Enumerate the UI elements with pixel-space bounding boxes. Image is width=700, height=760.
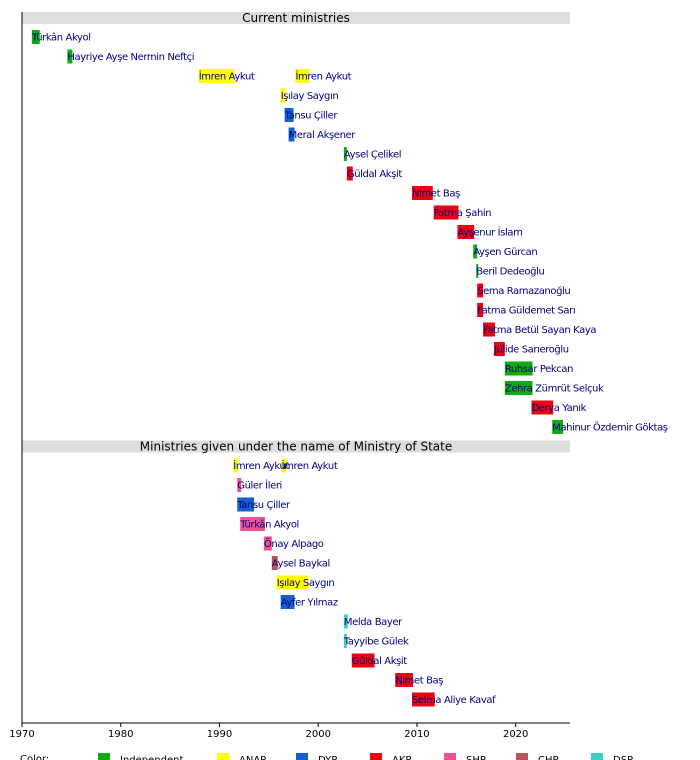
legend-label: ANAP: [239, 755, 266, 760]
bar-label: Tansu Çiller: [284, 111, 339, 122]
bar: [477, 283, 484, 298]
x-tick-label: 1970: [9, 729, 34, 740]
bar-label: Ayfer Yılmaz: [281, 598, 338, 609]
bar: [271, 556, 278, 570]
bar-label: Önay Alpago: [264, 537, 324, 550]
bar-label: Türkân Akyol: [31, 32, 91, 44]
bar: [276, 575, 309, 590]
bar: [412, 692, 435, 707]
bar: [552, 420, 564, 434]
bar-label: Tayyibe Gülek: [343, 637, 409, 648]
legend-swatch: [370, 753, 382, 760]
bar-label: Meral Akşener: [289, 130, 357, 141]
bar-label: Jülide Sarıeroğlu: [493, 344, 569, 356]
bar: [476, 264, 479, 278]
section-title: Current ministries: [242, 11, 350, 25]
legend-swatch: [591, 753, 603, 760]
bar: [531, 400, 554, 415]
section-title: Ministries given under the name of Minis…: [140, 440, 452, 454]
x-tick-label: 2000: [305, 729, 330, 740]
bar: [237, 478, 242, 492]
bar-label: Ayşenur İslam: [457, 226, 522, 239]
bar: [483, 322, 495, 337]
bar-label: Aysel Baykal: [272, 559, 330, 570]
bar: [504, 361, 533, 376]
bar-label: Derya Yanık: [531, 403, 586, 414]
legend-swatch: [98, 753, 110, 760]
bar: [457, 225, 475, 239]
bar-label: Fatma Şahin: [434, 208, 492, 219]
section-header: [22, 12, 570, 24]
legend-swatch: [296, 753, 308, 760]
bar-label: Işılay Saygın: [277, 578, 335, 589]
bar-label: Türkân Akyol: [239, 519, 299, 531]
bar: [240, 517, 265, 531]
bar: [343, 147, 347, 161]
bar-label: Melda Bayer: [344, 617, 403, 628]
bar: [31, 30, 40, 44]
legend-swatch: [444, 753, 456, 760]
bar: [395, 673, 414, 687]
bar-label: Fatma Güldemet Sarı: [477, 306, 575, 317]
legend-label: SHP: [466, 755, 486, 760]
bar-label: İmren Aykut: [199, 70, 255, 83]
bar: [473, 244, 478, 259]
legend-label: DYP: [318, 755, 337, 760]
bar-label: Zehra Zümrüt Selçuk: [505, 384, 604, 395]
bar-label: Güler İleri: [237, 479, 282, 492]
bar-label: Nimet Baş: [412, 189, 460, 200]
bar: [504, 381, 533, 395]
bar: [284, 108, 294, 122]
bar: [280, 88, 286, 103]
bar-label: Ruhsar Pekcan: [505, 364, 573, 375]
bar-label: İmren Aykut: [282, 459, 338, 472]
bar: [346, 166, 353, 181]
bar: [412, 186, 433, 200]
bar: [295, 69, 310, 83]
bar: [233, 458, 239, 473]
legend-label: Independent: [120, 755, 183, 760]
x-tick-label: 1990: [207, 729, 232, 740]
bar: [351, 653, 375, 668]
x-tick-label: 1980: [108, 729, 133, 740]
x-tick-label: 2020: [503, 729, 528, 740]
bar-label: İmren Aykut: [296, 70, 352, 83]
bar-label: Hayriye Ayşe Nermin Neftçi: [67, 52, 194, 63]
bar: [343, 634, 347, 648]
bar: [288, 127, 295, 142]
bar: [343, 614, 348, 629]
bar-label: Beril Dedeoğlu: [476, 266, 544, 278]
legend-swatch: [516, 753, 528, 760]
legend-label: AKP: [392, 755, 411, 760]
bar: [237, 497, 255, 512]
bar: [477, 303, 484, 317]
bar-label: İmren Aykut: [233, 459, 289, 472]
bar: [280, 595, 295, 609]
legend-label: DSP: [613, 755, 633, 760]
bar-label: Işılay Saygın: [281, 91, 339, 102]
bar-label: Güldal Akşit: [352, 656, 408, 667]
bar-label: Sema Ramazanoğlu: [477, 285, 570, 297]
legend-swatch: [217, 753, 229, 760]
bar-label: Güldal Akşit: [347, 169, 403, 180]
bar-label: Nimet Baş: [395, 676, 443, 687]
bar: [67, 49, 73, 64]
bar-label: Tansu Çiller: [236, 500, 291, 511]
bar-label: Ayşen Gürcan: [473, 247, 537, 258]
bar: [263, 536, 272, 551]
x-tick-label: 2010: [404, 729, 429, 740]
bar: [493, 342, 505, 356]
bar: [198, 69, 235, 83]
bar-label: Selma Aliye Kavaf: [412, 695, 496, 706]
legend-title: Color:: [20, 754, 49, 760]
section-header: [22, 440, 570, 453]
bar-label: Fatma Betül Sayan Kaya: [483, 325, 596, 336]
bar: [281, 458, 287, 473]
bar-label: Aysel Çelikel: [344, 150, 401, 161]
legend-label: CHP: [538, 755, 559, 760]
bar-label: Mahinur Özdemir Göktaş: [552, 421, 668, 434]
bar: [433, 205, 459, 220]
